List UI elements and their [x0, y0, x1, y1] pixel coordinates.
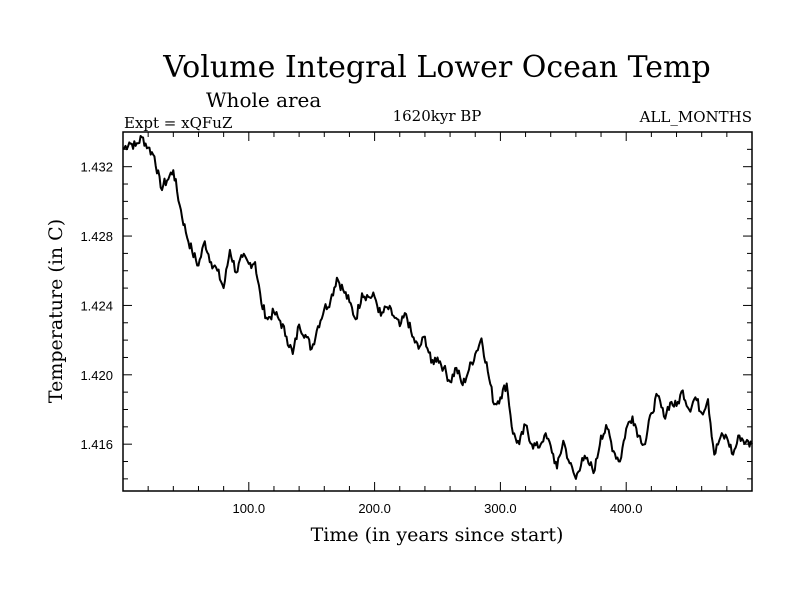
- temperature-series-line: [122, 135, 753, 480]
- chart-subtitle: Whole area: [206, 88, 321, 112]
- x-tick-label: 200.0: [358, 501, 391, 516]
- y-tick-label: 1.424: [80, 298, 113, 313]
- x-axis-label: Time (in years since start): [311, 524, 564, 546]
- y-axis-label: Temperature (in C): [45, 219, 67, 403]
- y-tick-label: 1.432: [80, 160, 113, 175]
- y-tick-label: 1.420: [80, 368, 113, 383]
- y-tick-label: 1.416: [80, 437, 113, 452]
- chart-title: Volume Integral Lower Ocean Temp: [162, 50, 710, 85]
- axis-ticks: [123, 132, 752, 491]
- experiment-label: Expt = xQFuZ: [124, 114, 232, 132]
- period-label: 1620kyr BP: [393, 107, 482, 125]
- axis-tick-labels: 100.0 200.0 300.0 400.0 1.416 1.420 1.424 1.428…: [80, 160, 642, 516]
- x-tick-label: 100.0: [233, 501, 266, 516]
- months-label: ALL_MONTHS: [639, 108, 752, 126]
- x-tick-label: 300.0: [484, 501, 517, 516]
- plot-frame: [122, 131, 753, 492]
- y-tick-label: 1.428: [80, 229, 113, 244]
- x-tick-label: 400.0: [610, 501, 643, 516]
